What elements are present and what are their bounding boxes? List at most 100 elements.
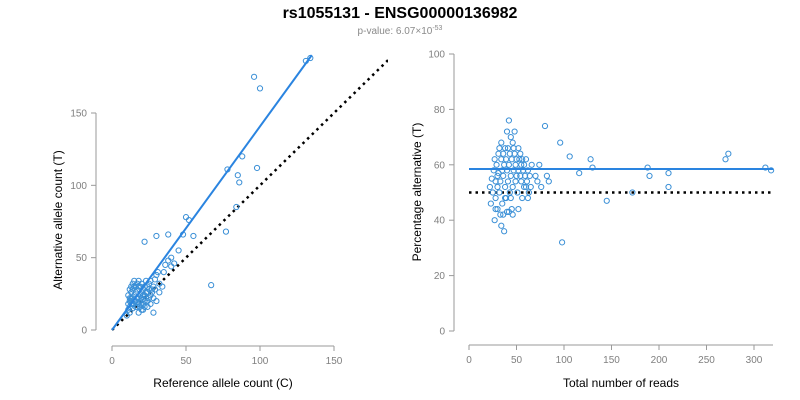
data-point [545, 178, 552, 185]
data-point [534, 178, 541, 185]
data-point [126, 309, 133, 316]
data-point [126, 286, 133, 293]
data-point [665, 183, 672, 191]
data-point [145, 295, 153, 302]
data-point [165, 231, 172, 238]
data-point [153, 232, 160, 240]
data-point [239, 153, 246, 160]
data-point [538, 183, 545, 191]
x-tick-label: 250 [698, 355, 715, 366]
data-point [256, 85, 264, 92]
data-point [524, 194, 532, 202]
data-point [511, 128, 518, 135]
data-point [512, 161, 519, 168]
x-tick-label: 200 [651, 355, 668, 366]
x-axis-title: Total number of reads [563, 376, 679, 390]
data-point [159, 283, 166, 290]
x-tick-label: 0 [466, 355, 472, 366]
data-point [253, 164, 261, 172]
data-point [521, 183, 528, 191]
x-tick-label: 300 [746, 355, 763, 366]
y-tick-label: 80 [434, 105, 446, 116]
y-tick-label: 0 [439, 327, 445, 338]
data-point [515, 145, 522, 152]
data-point [518, 178, 525, 185]
data-point [162, 261, 169, 268]
data-point [491, 156, 498, 163]
data-point [142, 289, 150, 296]
data-point [234, 172, 241, 179]
data-point [135, 300, 142, 308]
data-point [543, 172, 551, 179]
data-point [524, 167, 532, 174]
y-tick-label: 60 [434, 160, 446, 171]
data-point [505, 117, 512, 124]
data-point [511, 150, 518, 157]
data-point [496, 145, 503, 152]
data-point [566, 153, 573, 160]
data-point [519, 156, 526, 163]
data-point [576, 170, 583, 177]
chart-title: rs1055131 - ENSG00000136982 [282, 5, 518, 22]
data-point [156, 289, 163, 296]
data-point [135, 309, 142, 316]
data-point [644, 164, 651, 171]
plot-area [111, 54, 388, 331]
data-point [503, 208, 511, 215]
data-point [129, 286, 136, 293]
data-point [505, 161, 512, 168]
data-point [541, 122, 549, 130]
data-point [515, 206, 522, 213]
data-point [486, 183, 493, 191]
data-point [514, 189, 521, 196]
data-point [168, 263, 175, 270]
data-point [497, 211, 504, 218]
data-point [141, 238, 148, 245]
data-point [532, 172, 539, 179]
data-point [165, 257, 172, 264]
x-tick-label: 100 [252, 356, 269, 367]
y-tick-label: 100 [70, 181, 87, 192]
data-point [144, 283, 151, 290]
data-point [148, 286, 156, 293]
y-tick-label: 100 [428, 50, 445, 61]
data-point [147, 300, 154, 308]
data-point [496, 189, 503, 196]
data-point [522, 156, 530, 163]
data-point [494, 206, 501, 213]
data-point [512, 178, 519, 185]
data-point [504, 145, 512, 152]
data-point [507, 134, 514, 141]
data-point [507, 194, 514, 202]
data-point [250, 73, 258, 80]
x-axis-title: Reference allele count (C) [153, 376, 292, 390]
data-point [153, 297, 160, 305]
data-point [509, 139, 516, 146]
allele-count-scatter-panel: 0 50 100 150 0 50 100 150 Reference allele count… [51, 54, 388, 390]
y-tick-label: 40 [434, 216, 446, 227]
data-point [665, 170, 672, 177]
data-point [494, 183, 501, 191]
data-point [499, 200, 506, 207]
data-point [522, 183, 530, 191]
data-point [517, 150, 524, 157]
data-point [629, 189, 636, 196]
data-point [153, 271, 160, 279]
data-point [138, 306, 145, 313]
regression-line [111, 54, 313, 331]
data-point [492, 194, 499, 202]
data-point [494, 172, 501, 179]
x-tick-label: 150 [603, 355, 620, 366]
data-point [492, 206, 499, 213]
data-point [498, 222, 505, 229]
data-point [490, 167, 497, 174]
data-point [500, 150, 507, 157]
y-tick-label: 0 [81, 326, 87, 337]
data-point [128, 289, 135, 296]
data-point [160, 269, 167, 276]
data-point [536, 161, 543, 168]
data-point [505, 208, 512, 215]
data-point [528, 161, 535, 168]
data-point [589, 164, 596, 171]
